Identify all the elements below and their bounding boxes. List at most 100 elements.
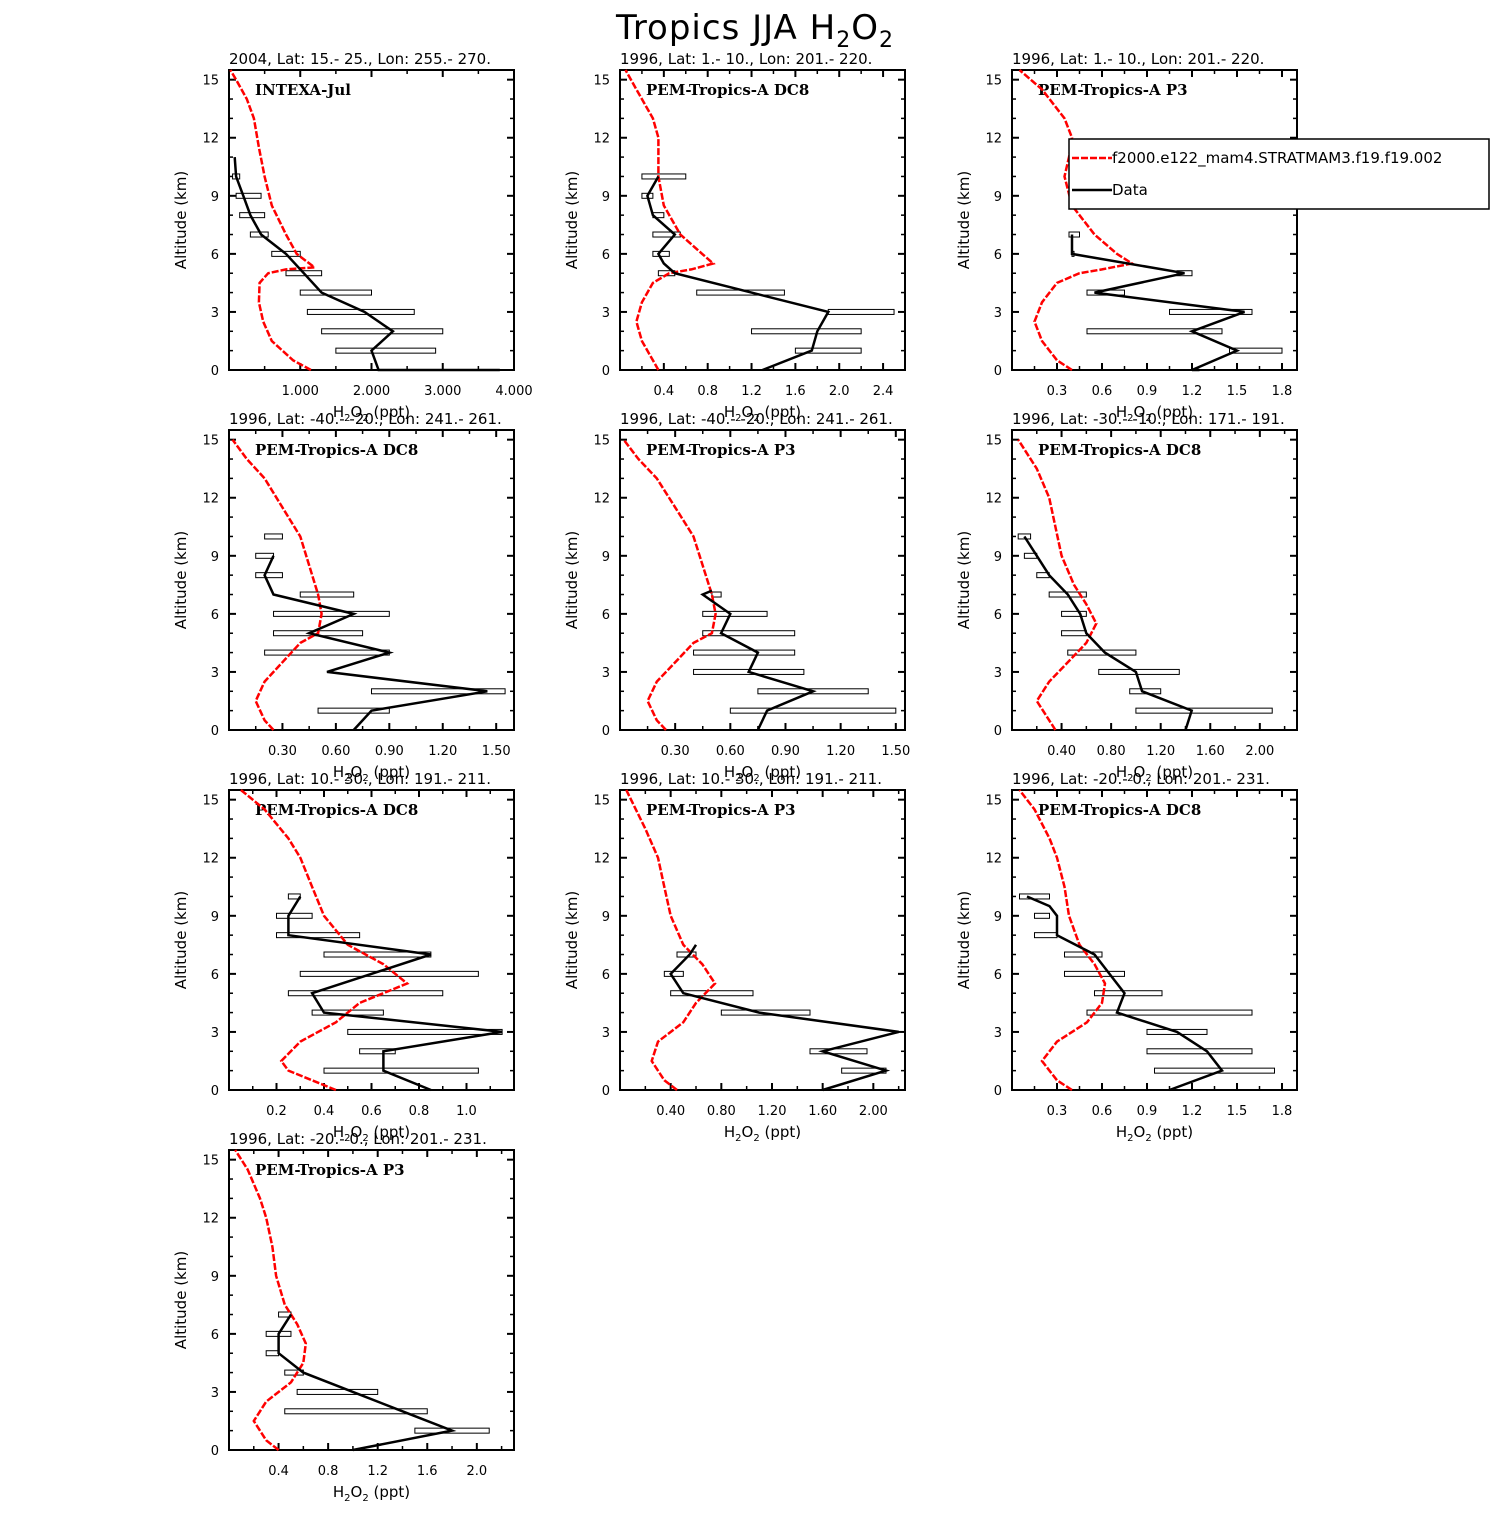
x-tick-label: 1.6 xyxy=(417,1464,438,1479)
x-tick-label: 1.0 xyxy=(456,1104,477,1119)
x-tick-label: 1.50 xyxy=(881,744,910,759)
y-tick-label: 0 xyxy=(211,1084,219,1099)
y-axis-label: Altitude (km) xyxy=(955,891,973,989)
y-tick-label: 3 xyxy=(602,666,610,681)
x-tick-label: 4.000 xyxy=(495,384,532,399)
data-range-bar xyxy=(255,552,275,559)
panel-5: 1996, Lat: -40.- -20., Lon: 241.- 261. 0 3… xyxy=(563,410,910,784)
model-profile-line xyxy=(624,69,716,371)
x-tick-label: 0.80 xyxy=(1097,744,1126,759)
campaign-label: PEM-Tropics-A DC8 xyxy=(1038,801,1201,819)
y-tick-label: 12 xyxy=(202,1212,219,1227)
y-axis-label: Altitude (km) xyxy=(563,171,581,269)
x-axis-label: H2O2 (ppt) xyxy=(333,403,410,424)
campaign-label: PEM-Tropics-A P3 xyxy=(646,801,796,819)
model-profile-line xyxy=(231,438,323,731)
data-range-bar xyxy=(751,328,862,335)
data-range-bar xyxy=(720,1009,811,1016)
data-range-bar xyxy=(1064,951,1103,958)
panel-title: 1996, Lat: -40.- -20., Lon: 241.- 261. xyxy=(229,410,502,428)
data-range-bar xyxy=(1064,970,1125,977)
panel-10: 1996, Lat: -20.- 0., Lon: 201.- 231. 0 3 6 9… xyxy=(172,1130,515,1504)
y-tick-label: 6 xyxy=(994,968,1002,983)
x-tick-label: 1.8 xyxy=(1272,384,1293,399)
y-tick-label: 0 xyxy=(602,1084,610,1099)
x-tick-label: 0.4 xyxy=(268,1464,289,1479)
campaign-label: PEM-Tropics-A DC8 xyxy=(255,801,418,819)
data-range-bar xyxy=(670,990,754,997)
x-tick-label: 0.90 xyxy=(375,744,404,759)
data-range-bar xyxy=(299,591,355,598)
data-range-bar xyxy=(1048,591,1087,598)
data-range-bar xyxy=(1176,270,1193,277)
y-tick-label: 12 xyxy=(985,492,1002,507)
panel-3: 1996, Lat: 1.- 10., Lon: 201.- 220. 0 3 6 9 1… xyxy=(955,50,1298,424)
x-tick-label: 0.60 xyxy=(321,744,350,759)
x-tick-label: 0.6 xyxy=(361,1104,382,1119)
data-range-bar xyxy=(1094,990,1163,997)
panel-8: 1996, Lat: 10.- 30., Lon: 191.- 211. 0 3 6 9… xyxy=(563,770,906,1144)
y-tick-label: 12 xyxy=(593,132,610,147)
model-profile-line xyxy=(622,438,717,731)
y-tick-label: 9 xyxy=(602,910,610,925)
y-tick-label: 3 xyxy=(211,1026,219,1041)
title-sub-2a: 2 xyxy=(836,27,852,53)
data-range-bar xyxy=(1086,328,1223,335)
panel-title: 1996, Lat: 1.- 10., Lon: 201.- 220. xyxy=(1012,50,1264,68)
x-axis-label: H2O2 (ppt) xyxy=(1116,763,1193,784)
x-tick-label: 2.000 xyxy=(353,384,390,399)
x-tick-label: 0.30 xyxy=(268,744,297,759)
x-tick-label: 0.8 xyxy=(318,1464,339,1479)
model-profile-line xyxy=(1018,69,1136,372)
y-tick-label: 0 xyxy=(211,724,219,739)
y-tick-label: 15 xyxy=(202,434,219,449)
x-tick-label: 1.20 xyxy=(1146,744,1175,759)
data-range-bar xyxy=(276,932,361,939)
model-profile-line xyxy=(1017,439,1098,731)
data-range-bar xyxy=(1061,610,1087,617)
x-tick-label: 0.9 xyxy=(1137,384,1158,399)
x-axis-label: H2O2 (ppt) xyxy=(1116,403,1193,424)
model-profile-line xyxy=(625,789,717,1091)
x-tick-label: 1.2 xyxy=(741,384,762,399)
data-range-bar xyxy=(1098,668,1180,675)
observed-profile-line xyxy=(1023,535,1194,731)
legend: f2000.e122_mam4.STRATMAM3.f19.f19.002 Dat… xyxy=(1068,138,1490,210)
data-range-bar xyxy=(1034,932,1058,939)
x-tick-label: 1.8 xyxy=(1272,1104,1293,1119)
observed-profile-line xyxy=(263,555,488,731)
y-tick-label: 0 xyxy=(994,724,1002,739)
y-tick-label: 15 xyxy=(985,794,1002,809)
y-tick-label: 9 xyxy=(994,550,1002,565)
y-tick-label: 15 xyxy=(593,434,610,449)
y-tick-label: 6 xyxy=(211,608,219,623)
x-tick-label: 2.0 xyxy=(829,384,850,399)
data-range-bar xyxy=(276,912,313,919)
data-range-bar xyxy=(693,649,796,656)
y-tick-label: 9 xyxy=(994,910,1002,925)
figure-title: Tropics JJA H2O2 xyxy=(0,8,1510,53)
title-sub-2b: 2 xyxy=(878,27,894,53)
y-tick-label: 6 xyxy=(994,608,1002,623)
observed-profile-line xyxy=(277,1313,457,1452)
data-range-bar xyxy=(1061,630,1087,637)
data-range-bar xyxy=(299,289,372,296)
legend-data-label: Data xyxy=(1112,181,1148,199)
data-range-bar xyxy=(1146,1048,1253,1055)
y-tick-label: 9 xyxy=(994,190,1002,205)
x-tick-label: 0.8 xyxy=(409,1104,430,1119)
y-tick-label: 12 xyxy=(202,492,219,507)
y-tick-label: 9 xyxy=(211,1270,219,1285)
x-tick-label: 1.000 xyxy=(282,384,319,399)
data-range-bar xyxy=(1086,1009,1253,1016)
data-range-bar xyxy=(235,192,262,199)
data-range-bar xyxy=(264,649,390,656)
data-range-bar xyxy=(1135,707,1273,714)
y-axis-label: Altitude (km) xyxy=(955,531,973,629)
data-range-bar xyxy=(265,1350,280,1357)
x-tick-label: 0.6 xyxy=(1092,384,1113,399)
y-tick-label: 15 xyxy=(202,1154,219,1169)
y-axis-label: Altitude (km) xyxy=(172,891,190,989)
plot-frame xyxy=(619,69,906,371)
y-tick-label: 12 xyxy=(593,492,610,507)
